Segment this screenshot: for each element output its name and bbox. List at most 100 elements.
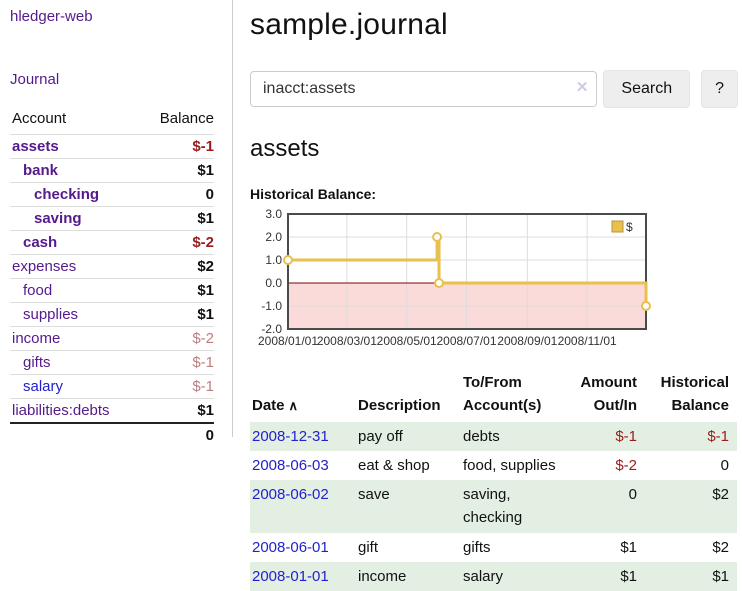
- account-balance: $1: [142, 399, 214, 424]
- sidebar-account-liabilities-debts[interactable]: liabilities:debts: [12, 402, 110, 419]
- account-balance: $1: [142, 159, 214, 183]
- y-axis-tick-label: 0.0: [265, 276, 282, 290]
- register-description: income: [350, 562, 455, 591]
- help-button[interactable]: ?: [701, 70, 738, 108]
- account-row: liabilities:debts $1: [10, 399, 214, 424]
- sidebar-account-assets[interactable]: assets: [12, 138, 59, 155]
- chart-point-marker: [435, 279, 443, 287]
- chart-legend-label: $: [626, 220, 633, 234]
- register-balance: $2: [645, 480, 737, 533]
- register-header-row: Date∧ Description To/From Account(s) Amo…: [250, 369, 737, 422]
- account-balance: $-1: [142, 135, 214, 159]
- account-balance: $-1: [142, 375, 214, 399]
- sidebar-account-income[interactable]: income: [12, 330, 60, 347]
- register-balance: $1: [645, 562, 737, 591]
- account-balance: $-2: [142, 327, 214, 351]
- account-row: food $1: [10, 279, 214, 303]
- account-balance: $1: [142, 279, 214, 303]
- register-header-amount: Amount Out/In: [570, 369, 645, 422]
- main-panel: sample.journal ✕ Search ? assets Histori…: [250, 0, 738, 591]
- sort-ascending-icon: ∧: [289, 398, 299, 413]
- chart-heading: Historical Balance:: [250, 186, 738, 202]
- sidebar-account-gifts[interactable]: gifts: [23, 354, 51, 371]
- account-heading: assets: [250, 135, 738, 163]
- account-balance: 0: [142, 183, 214, 207]
- sidebar-account-checking[interactable]: checking: [34, 186, 99, 203]
- register-accounts: food, supplies: [455, 451, 570, 480]
- register-accounts: salary: [455, 562, 570, 591]
- register-date-link[interactable]: 2008-01-01: [252, 568, 329, 585]
- clear-search-icon[interactable]: ✕: [576, 79, 589, 97]
- y-axis-tick-label: 3.0: [265, 209, 282, 221]
- register-balance: $-1: [645, 422, 737, 451]
- register-date-link[interactable]: 2008-06-03: [252, 457, 329, 474]
- accounts-total-row: 0: [10, 423, 214, 447]
- page-title: sample.journal: [250, 8, 738, 42]
- register-description: save: [350, 480, 455, 533]
- account-row: income $-2: [10, 327, 214, 351]
- account-balance: $-2: [142, 231, 214, 255]
- account-balance: $1: [142, 207, 214, 231]
- sidebar-account-food[interactable]: food: [23, 282, 52, 299]
- chart-svg: $3.02.01.00.0-1.0-2.02008/01/012008/03/0…: [250, 209, 654, 350]
- account-row: saving $1: [10, 207, 214, 231]
- sidebar-account-expenses[interactable]: expenses: [12, 258, 76, 275]
- y-axis-tick-label: 1.0: [265, 253, 282, 267]
- sidebar-account-cash[interactable]: cash: [23, 234, 57, 251]
- register-date-link[interactable]: 2008-06-01: [252, 539, 329, 556]
- register-accounts: saving, checking: [455, 480, 570, 533]
- register-header-date[interactable]: Date∧: [250, 369, 350, 422]
- search-button[interactable]: Search: [603, 70, 690, 108]
- sidebar-account-saving[interactable]: saving: [34, 210, 82, 227]
- sidebar-item-journal[interactable]: Journal: [10, 71, 59, 88]
- register-amount: $1: [570, 562, 645, 591]
- account-row: expenses $2: [10, 255, 214, 279]
- register-amount: 0: [570, 480, 645, 533]
- chart-point-marker: [433, 233, 441, 241]
- register-header-description: Description: [350, 369, 455, 422]
- register-description: pay off: [350, 422, 455, 451]
- account-row: gifts $-1: [10, 351, 214, 375]
- chart-legend-swatch: [612, 221, 623, 232]
- account-row: checking 0: [10, 183, 214, 207]
- account-row: bank $1: [10, 159, 214, 183]
- sidebar-account-supplies[interactable]: supplies: [23, 306, 78, 323]
- sidebar-account-bank[interactable]: bank: [23, 162, 58, 179]
- sidebar-account-salary[interactable]: salary: [23, 378, 63, 395]
- accounts-total-value: 0: [142, 423, 214, 447]
- accounts-table: Account Balance assets $-1 bank $1 checking 0…: [10, 106, 214, 447]
- app-title-link[interactable]: hledger-web: [10, 8, 93, 25]
- register-amount: $-2: [570, 451, 645, 480]
- register-header-balance: Historical Balance: [645, 369, 737, 422]
- x-axis-tick-label: 2008/05/01: [377, 334, 437, 348]
- register-balance: 0: [645, 451, 737, 480]
- chart-point-marker: [284, 256, 292, 264]
- x-axis-tick-label: 2008/01/01: [258, 334, 318, 348]
- account-balance: $2: [142, 255, 214, 279]
- register-header-accounts: To/From Account(s): [455, 369, 570, 422]
- account-row: salary $-1: [10, 375, 214, 399]
- register-amount: $-1: [570, 422, 645, 451]
- accounts-header-account: Account: [10, 106, 142, 135]
- y-axis-tick-label: -1.0: [261, 299, 282, 313]
- register-balance: $2: [645, 533, 737, 562]
- search-input[interactable]: [250, 71, 597, 107]
- account-row: cash $-2: [10, 231, 214, 255]
- x-axis-tick-label: 2008/07/01: [436, 334, 496, 348]
- sidebar: hledger-web Journal Account Balance asse…: [0, 0, 233, 437]
- account-row: assets $-1: [10, 135, 214, 159]
- register-table: Date∧ Description To/From Account(s) Amo…: [250, 369, 737, 591]
- register-date-link[interactable]: 2008-06-02: [252, 486, 329, 503]
- x-axis-tick-label: 2008/11/01: [558, 334, 617, 348]
- accounts-header-balance: Balance: [142, 106, 214, 135]
- account-balance: $-1: [142, 351, 214, 375]
- register-date-link[interactable]: 2008-12-31: [252, 428, 329, 445]
